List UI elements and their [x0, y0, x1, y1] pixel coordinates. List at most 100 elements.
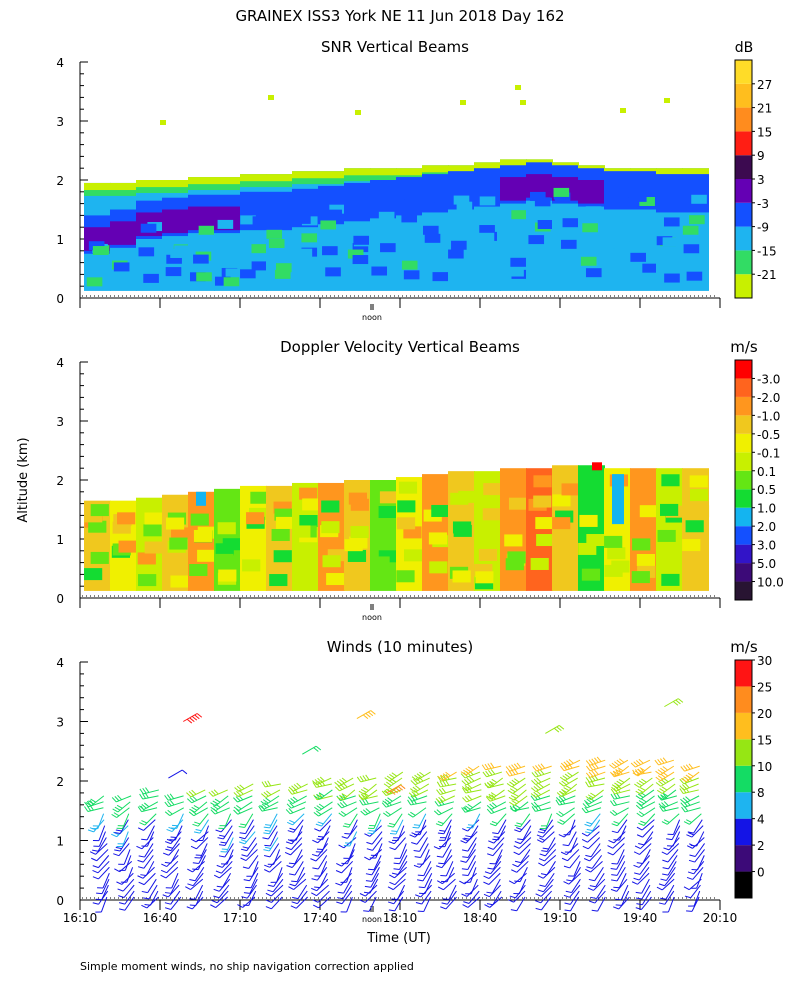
y-tick-label: 2	[56, 474, 64, 488]
doppler-cell	[193, 529, 213, 542]
wind-barb	[124, 855, 132, 871]
doppler-cell	[685, 520, 704, 533]
wind-barb-flag	[630, 762, 636, 768]
wind-barb	[171, 873, 179, 889]
wind-barb-flag	[186, 718, 193, 724]
wind-barb-flag	[485, 770, 490, 777]
wind-barb-flag	[358, 790, 365, 795]
wind-barb-flag	[511, 800, 517, 805]
wind-barb-flag	[263, 832, 270, 835]
wind-barb	[219, 866, 232, 879]
colorbar-segment	[735, 378, 752, 397]
doppler-cell	[579, 514, 598, 527]
wind-barb	[341, 860, 354, 874]
wind-barb-flag	[167, 809, 173, 815]
wind-barb-flag	[407, 813, 414, 818]
wind-barb-flag	[582, 803, 588, 809]
doppler-cell	[273, 550, 292, 563]
doppler-cell	[429, 561, 448, 574]
wind-barb-flag	[191, 715, 198, 721]
wind-barb-flag	[411, 791, 417, 796]
wind-barb	[394, 872, 407, 886]
wind-barb-flag	[312, 782, 317, 788]
wind-barb	[444, 831, 452, 847]
wind-barb	[422, 867, 432, 882]
wind-barb-flag	[189, 797, 195, 802]
wind-barb-flag	[387, 825, 394, 828]
wind-barb-flag	[296, 782, 302, 788]
wind-barb-flag	[415, 785, 421, 790]
wind-barb-flag	[388, 909, 395, 912]
wind-barb-flag	[387, 797, 393, 802]
snr-cell	[691, 194, 707, 204]
wind-barb	[491, 878, 501, 894]
wind-barb-flag	[533, 801, 539, 807]
wind-barb	[215, 896, 229, 908]
doppler-cell	[376, 566, 396, 579]
wind-barb-flag	[535, 765, 540, 771]
y-tick-label: 2	[56, 174, 64, 188]
colorbar-label: 9	[757, 149, 765, 163]
wind-barb	[693, 890, 701, 907]
wind-barb-flag	[635, 891, 642, 894]
wind-barb-flag	[393, 862, 400, 865]
wind-barb	[639, 861, 650, 875]
wind-barb-flag	[113, 831, 119, 836]
doppler-cell	[250, 491, 269, 504]
doppler-cell	[396, 570, 415, 583]
snr-cell	[423, 225, 439, 235]
y-tick-label: 4	[56, 356, 64, 370]
wind-barb	[272, 878, 284, 893]
wind-barb-flag	[633, 761, 639, 767]
wind-barb-flag	[387, 886, 394, 891]
wind-barb-flag	[290, 797, 296, 803]
wind-barb-flag	[508, 880, 515, 885]
x-tick-label: 16:40	[143, 911, 178, 925]
wind-barb	[394, 866, 407, 879]
wind-barb-flag	[594, 757, 599, 763]
wind-barb-flag	[264, 864, 271, 868]
wind-barb-flag	[615, 769, 621, 773]
wind-barb-flag	[610, 800, 615, 806]
snr-cell	[344, 175, 371, 182]
wind-barb	[148, 884, 158, 900]
wind-barb-flag	[194, 821, 201, 825]
wind-barb-flag	[563, 865, 570, 869]
wind-barb-flag	[530, 793, 536, 798]
wind-barb-flag	[414, 774, 420, 780]
snr-cell	[578, 180, 605, 204]
wind-barb-flag	[181, 769, 188, 775]
wind-barb-flag	[563, 761, 569, 767]
wind-barb-flag	[219, 834, 226, 838]
wind-barb-flag	[164, 907, 171, 911]
snr-cell	[371, 266, 388, 276]
wind-barb-flag	[635, 907, 642, 910]
wind-barb	[616, 878, 628, 892]
wind-barb-flag	[365, 774, 370, 781]
wind-barb	[242, 896, 256, 908]
doppler-cell	[90, 504, 109, 517]
wind-barb-flag	[362, 714, 369, 720]
y-tick-label: 1	[56, 533, 64, 547]
wind-barb-flag	[241, 896, 248, 899]
wind-barb-flag	[216, 885, 223, 888]
wind-barb	[123, 884, 135, 898]
wind-barb-flag	[461, 780, 467, 786]
snr-cell	[240, 174, 267, 183]
wind-barb-flag	[166, 846, 173, 849]
wind-barb-flag	[141, 904, 148, 909]
wind-barb-flag	[137, 866, 145, 869]
wind-barb-flag	[486, 891, 493, 894]
wind-barb-flag	[680, 766, 685, 772]
wind-barb-flag	[511, 764, 516, 770]
wind-barb-flag	[193, 805, 200, 809]
snr-cell	[140, 223, 157, 233]
wind-barb-flag	[675, 699, 681, 705]
wind-barb-flag	[486, 782, 493, 787]
wind-barb-flag	[589, 900, 596, 904]
wind-barb	[424, 878, 433, 894]
wind-barb-flag	[445, 779, 450, 786]
snr-cell	[562, 218, 579, 228]
wind-barb-flag	[658, 803, 664, 809]
wind-barb-flag	[265, 824, 272, 826]
